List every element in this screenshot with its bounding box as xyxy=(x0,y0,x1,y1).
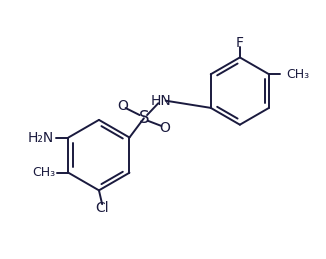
Text: O: O xyxy=(118,99,128,113)
Text: O: O xyxy=(159,121,170,135)
Text: S: S xyxy=(139,109,149,127)
Text: Cl: Cl xyxy=(95,201,109,215)
Text: F: F xyxy=(236,36,244,50)
Text: HN: HN xyxy=(151,94,172,108)
Text: H₂N: H₂N xyxy=(27,131,54,145)
Text: CH₃: CH₃ xyxy=(286,68,309,81)
Text: CH₃: CH₃ xyxy=(33,166,56,179)
